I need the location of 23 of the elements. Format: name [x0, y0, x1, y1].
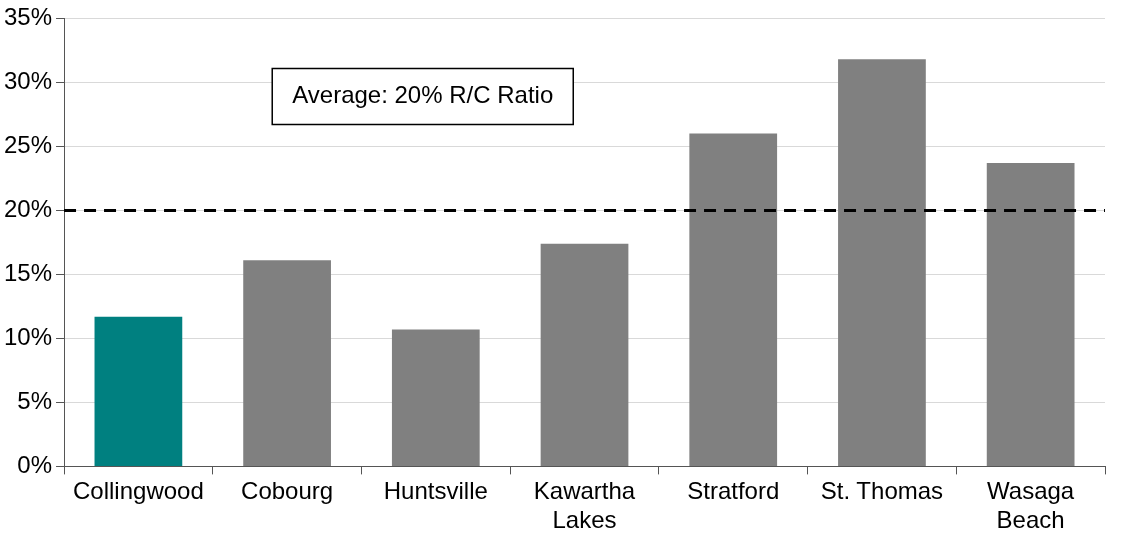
- bar: [838, 59, 926, 466]
- y-tick-label: 30%: [3, 67, 53, 95]
- bar: [689, 133, 778, 466]
- y-tick-label: 5%: [17, 387, 53, 415]
- bar: [540, 243, 629, 466]
- x-tick-label: Huntsville: [383, 477, 488, 505]
- x-tick-label: Kawartha Lakes: [533, 477, 636, 534]
- x-tick-label: St. Thomas: [820, 477, 944, 505]
- ref-line-label: Average: 20% R/C Ratio: [292, 81, 554, 109]
- x-tick-label: Wasaga Beach: [987, 477, 1075, 534]
- x-tick-label: Cobourg: [241, 477, 334, 505]
- y-tick-label: 0%: [17, 451, 53, 479]
- y-tick-label: 35%: [3, 3, 53, 31]
- bar: [94, 316, 183, 466]
- y-tick-label: 25%: [3, 131, 53, 159]
- x-tick-label: Stratford: [687, 477, 780, 505]
- bar: [391, 329, 480, 466]
- x-tick-label: Collingwood: [73, 477, 204, 505]
- bar: [986, 163, 1075, 466]
- y-tick-label: 20%: [3, 195, 53, 223]
- bar: [243, 260, 331, 466]
- y-tick-label: 15%: [3, 259, 53, 287]
- y-tick-label: 10%: [3, 323, 53, 351]
